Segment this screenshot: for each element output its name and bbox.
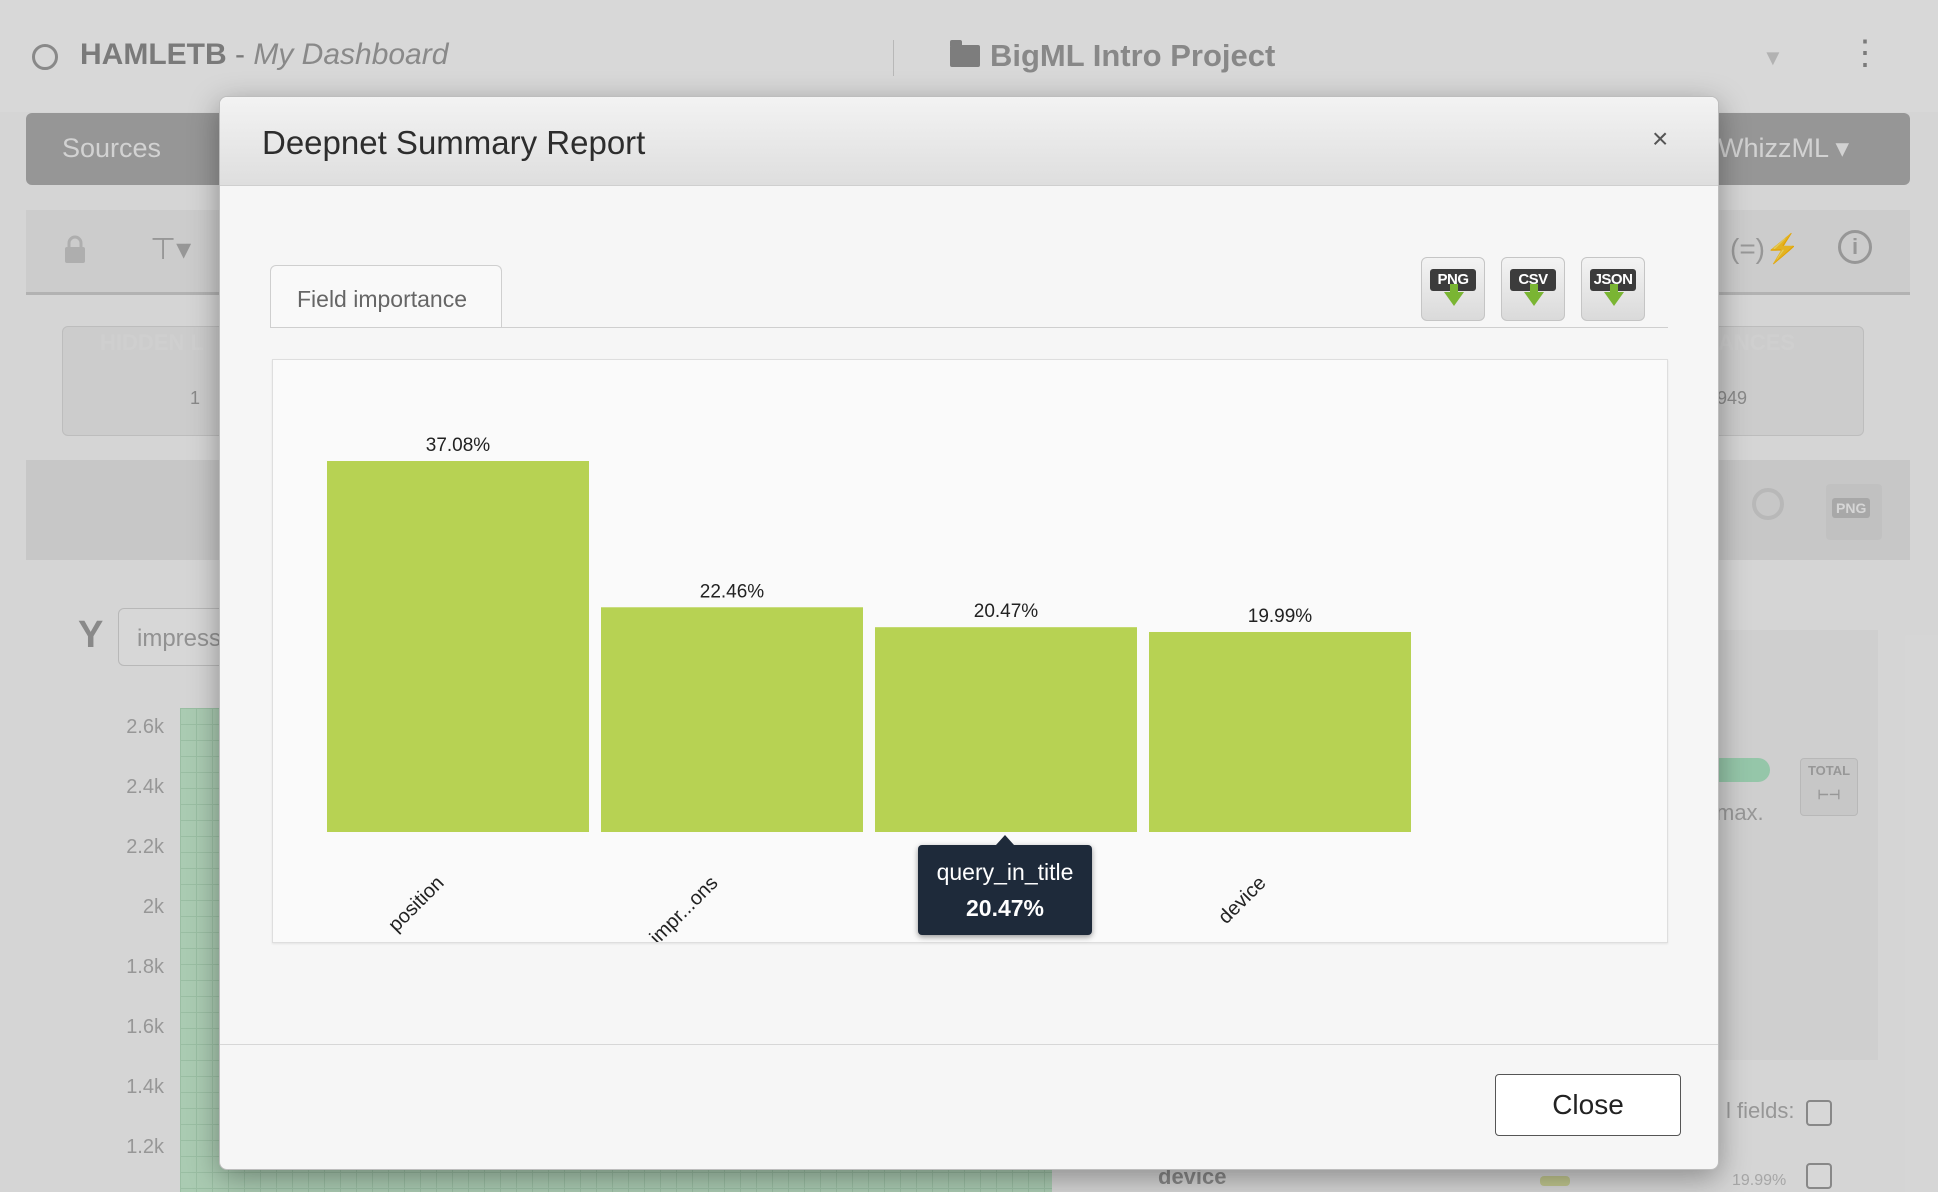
modal-title: Deepnet Summary Report xyxy=(262,124,646,161)
header-divider xyxy=(893,40,894,76)
nav-sources[interactable]: Sources xyxy=(62,133,162,163)
tab-underline xyxy=(270,327,1668,328)
folder-icon xyxy=(950,40,980,67)
bar-value-label: 19.99% xyxy=(1248,606,1313,627)
x-tick-label: device xyxy=(1214,872,1270,928)
bar-device[interactable] xyxy=(1149,631,1411,832)
deepnet-summary-modal: Deepnet Summary Report × Field importanc… xyxy=(219,96,1719,1170)
nav-whizzml-label: WhizzML xyxy=(1718,133,1829,163)
project-name[interactable]: BigML Intro Project xyxy=(990,38,1276,73)
tab-field-importance[interactable]: Field importance xyxy=(270,265,502,327)
y-axis-select-value: impress xyxy=(137,625,222,652)
dashboard-name: My Dashboard xyxy=(253,38,449,71)
user-icon[interactable] xyxy=(32,44,58,70)
user-name: HAMLETB xyxy=(80,38,227,71)
stat-label: ANCES xyxy=(1718,330,1796,355)
bar-position[interactable] xyxy=(327,461,589,832)
close-icon[interactable]: × xyxy=(1652,123,1669,154)
csv-label: CSV xyxy=(1510,269,1556,291)
info-icon[interactable]: i xyxy=(1838,230,1872,264)
total-icon[interactable]: TOTAL ⊢⊣ xyxy=(1800,758,1858,816)
total-label: TOTAL xyxy=(1807,763,1851,778)
formula-icon[interactable]: (=)⚡ xyxy=(1730,233,1800,264)
all-fields-checkbox[interactable] xyxy=(1806,1100,1832,1126)
refresh-icon[interactable] xyxy=(1752,488,1784,520)
download-arrow-icon xyxy=(1524,284,1544,306)
y-tick: 1.2k xyxy=(126,1136,164,1158)
field-importance-bar xyxy=(1540,1176,1570,1186)
y-tick: 2k xyxy=(142,896,164,918)
download-png-button[interactable]: PNG xyxy=(1421,257,1485,321)
bar-query_in_title[interactable] xyxy=(875,627,1137,832)
y-tick: 2.6k xyxy=(126,716,164,738)
stat-box-instances xyxy=(1690,326,1864,436)
png-download-label: PNG xyxy=(1832,498,1871,518)
nav-whizzml[interactable]: WhizzML ▾ xyxy=(1718,133,1850,163)
y-tick: 1.4k xyxy=(126,1076,164,1098)
all-fields-label: l fields: xyxy=(1726,1098,1795,1123)
user-dashboard-title: HAMLETB - My Dashboard xyxy=(80,38,448,72)
y-tick: 2.4k xyxy=(126,776,164,798)
chevron-down-icon[interactable]: ▼ xyxy=(1762,45,1784,70)
tooltip-value: 20.47% xyxy=(965,895,1044,921)
y-tick: 2.2k xyxy=(126,836,164,858)
model-tree-icon[interactable]: ⊤▾ xyxy=(150,233,192,266)
close-button[interactable]: Close xyxy=(1495,1074,1681,1136)
stat-value: ,949 xyxy=(1712,388,1748,408)
json-label: JSON xyxy=(1590,269,1636,291)
download-arrow-icon xyxy=(1444,284,1464,306)
tooltip-field: query_in_title xyxy=(936,859,1074,885)
download-arrow-icon xyxy=(1604,284,1624,306)
field-row-pct: 19.99% xyxy=(1732,1172,1787,1189)
y-tick: 1.6k xyxy=(126,1016,164,1038)
more-vertical-icon[interactable]: ⋮ xyxy=(1848,34,1882,72)
x-tick-label: position xyxy=(384,872,448,936)
download-csv-button[interactable]: CSV xyxy=(1501,257,1565,321)
max-label: max. xyxy=(1716,800,1764,825)
tab-label: Field importance xyxy=(297,286,468,312)
bar-value-label: 37.08% xyxy=(426,435,491,456)
lock-icon[interactable] xyxy=(63,235,87,265)
stat-label: HIDDEN L xyxy=(100,330,204,355)
x-tick-label: impr...ons xyxy=(646,872,723,942)
bar-impressions[interactable] xyxy=(601,607,863,832)
bar-value-label: 20.47% xyxy=(974,601,1039,622)
field-row-checkbox[interactable] xyxy=(1806,1163,1832,1189)
y-tick: 1.8k xyxy=(126,956,164,978)
stat-value: 1 xyxy=(190,388,201,408)
download-json-button[interactable]: JSON xyxy=(1581,257,1645,321)
y-axis-label: Y xyxy=(78,614,104,656)
png-label: PNG xyxy=(1430,269,1476,291)
modal-header: Deepnet Summary Report × xyxy=(220,97,1718,186)
bar-value-label: 22.46% xyxy=(700,581,765,602)
chart-tooltip: query_in_title 20.47% xyxy=(918,835,1092,935)
png-download-icon[interactable]: PNG xyxy=(1826,484,1882,540)
modal-footer-divider xyxy=(220,1044,1718,1045)
title-separator: - xyxy=(226,38,254,71)
